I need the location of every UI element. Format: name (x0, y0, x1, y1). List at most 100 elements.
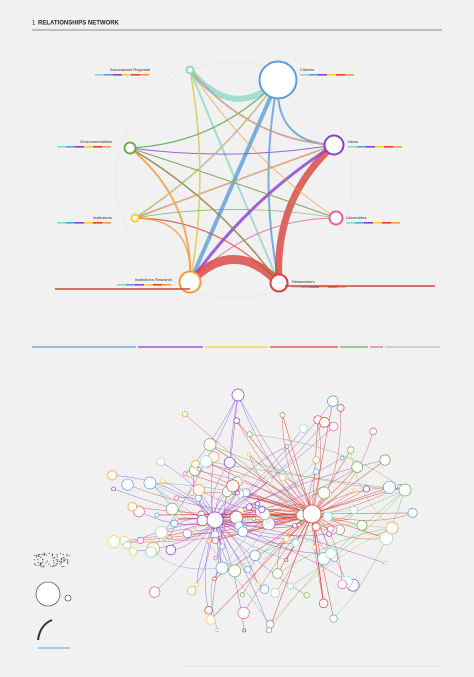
key-dot (39, 554, 41, 556)
edge (311, 419, 319, 515)
key-dot (66, 559, 68, 561)
edge (311, 431, 374, 515)
key-dot (33, 554, 35, 556)
key-dot (56, 554, 58, 556)
network-node (317, 486, 331, 500)
key-dot (51, 554, 54, 556)
network-node (175, 517, 179, 522)
network-node (211, 530, 219, 539)
network-node (352, 488, 357, 493)
edge (277, 527, 393, 574)
network-node (203, 438, 217, 452)
chord (134, 217, 280, 284)
key-dot (56, 562, 58, 565)
node-bar (336, 74, 345, 76)
node-bar (345, 74, 354, 76)
node-bar (348, 146, 357, 148)
network-node (199, 455, 212, 468)
node-bar (66, 146, 75, 148)
key-dot (63, 560, 65, 562)
node-bar (75, 222, 84, 224)
node-label: Institutions (93, 215, 112, 220)
network-node (191, 459, 200, 469)
network-node (291, 538, 300, 548)
network-node (292, 523, 298, 529)
edge (237, 394, 302, 516)
network-node (206, 539, 211, 543)
network-node (327, 395, 339, 407)
network-node (319, 417, 330, 428)
network-node (181, 411, 188, 418)
node-bar (391, 222, 400, 224)
network-node (239, 592, 245, 598)
node-bar (126, 284, 135, 286)
chord (134, 209, 337, 219)
key-dot (33, 563, 36, 565)
network-node (237, 606, 250, 620)
key-dot (55, 564, 57, 566)
node-label: Environmentalists (80, 139, 112, 144)
key-dot (63, 565, 65, 568)
network-node (284, 444, 290, 449)
node-bar (131, 74, 140, 76)
network-node (213, 555, 218, 561)
section-title: RELATIONSHIPS NETWORK (38, 21, 120, 27)
network-node (337, 579, 348, 590)
node-bar (301, 286, 310, 288)
node-bar (357, 146, 366, 148)
edge (214, 446, 288, 521)
ring (115, 61, 353, 299)
edge (189, 473, 313, 515)
network-node (287, 582, 294, 590)
key-arc (37, 619, 53, 641)
key-dot (46, 560, 48, 562)
network-node (165, 544, 177, 556)
edge (311, 513, 334, 619)
edge (191, 519, 216, 591)
key-dot (61, 565, 63, 568)
node-bar (384, 146, 393, 148)
edge (286, 446, 313, 515)
network-node (233, 417, 240, 424)
key-dot (56, 556, 58, 558)
network-node (328, 421, 339, 432)
key-dot (51, 555, 54, 557)
network-node (154, 512, 160, 518)
network-node (167, 534, 173, 540)
key-dot (57, 559, 59, 561)
network-node (247, 452, 252, 457)
network-node (302, 504, 322, 524)
network-node (245, 503, 253, 511)
key-dot (54, 565, 56, 567)
edge (210, 394, 239, 620)
node-bar (346, 222, 355, 224)
edge (333, 489, 406, 619)
network-node (215, 628, 220, 632)
node (258, 60, 298, 100)
edge (311, 466, 358, 515)
key-dot (62, 553, 64, 556)
network-node (136, 536, 144, 544)
key-dot (44, 553, 46, 555)
node-bar (382, 222, 391, 224)
network-node (235, 490, 240, 496)
network-node (407, 507, 418, 518)
network-node (311, 544, 317, 550)
node (178, 270, 202, 294)
network-node (312, 456, 321, 464)
node-bar (366, 146, 375, 148)
network-node (145, 546, 157, 558)
chord (129, 79, 279, 149)
network-node (242, 628, 247, 633)
key-dot (66, 555, 68, 557)
node-bar (140, 74, 149, 76)
network-node (244, 566, 252, 573)
edge (311, 401, 334, 515)
edge (209, 444, 313, 515)
network-node (383, 561, 388, 566)
key-dot (43, 566, 45, 568)
node-bar (162, 284, 171, 286)
node-bar (337, 286, 346, 288)
key-dot (33, 559, 35, 561)
network-node (237, 526, 249, 538)
